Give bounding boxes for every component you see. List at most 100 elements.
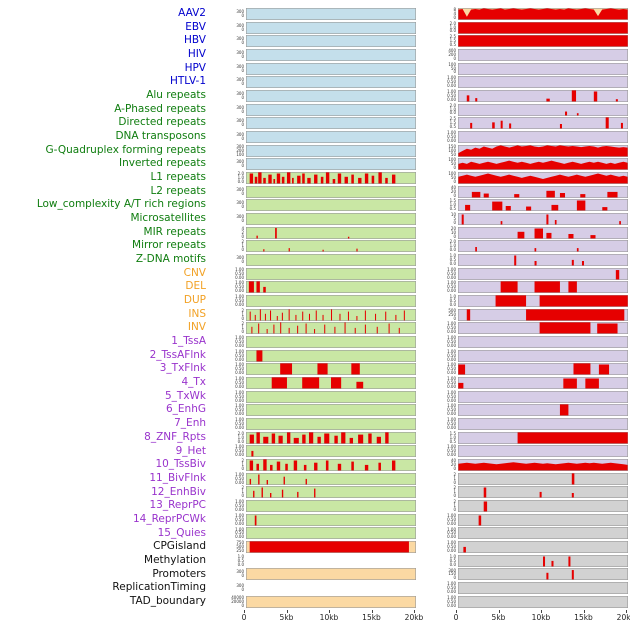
track-label: INV	[187, 321, 206, 334]
y-tick-label: 0.50	[447, 133, 456, 139]
y-tick-label: 0.50	[447, 407, 456, 413]
y-ticks-left-4: 300 0	[208, 64, 246, 73]
y-tick-label: 0	[241, 190, 244, 196]
track-row-2_TssAFlnk: 2_TssAFlnk 1.00 0.50 0.00 1.00 0.50 0.00	[0, 349, 630, 363]
y-tick-label: 2	[241, 458, 244, 464]
y-tick-label: 300	[236, 569, 244, 575]
y-ticks-right-17: 2.0 1.0 0.0	[416, 240, 458, 252]
y-ticks-right-32: 1.00 0.50 0.00	[416, 445, 458, 457]
y-tick-label: 2	[241, 307, 244, 313]
track-row-5_TxWk: 5_TxWk 1.00 0.50 0.00 1.00 0.50 0.00	[0, 390, 630, 404]
track-panel-left-36	[246, 500, 416, 513]
y-tick-label: 0.0	[449, 301, 456, 307]
track-label: DEL	[185, 280, 206, 293]
y-ticks-right-9: 1.00 0.50 0.00	[416, 131, 458, 143]
y-tick-label: 1.0	[449, 202, 456, 208]
y-tick-label: 300	[236, 131, 244, 137]
y-tick-label: 0.00	[447, 96, 456, 102]
y-tick-label: 0.50	[447, 421, 456, 427]
y-tick-label: 0.50	[235, 421, 244, 427]
track-label: HIV	[187, 48, 206, 61]
y-tick-label: 0	[241, 217, 244, 223]
track-panel-right-35	[458, 486, 628, 499]
x-tick-mark	[626, 609, 627, 613]
y-tick-label: 500	[448, 307, 456, 313]
x-tick-mark	[244, 609, 245, 613]
track-panel-right-29	[458, 404, 628, 417]
y-tick-label: 0.00	[235, 534, 244, 540]
track-row-DUP: DUP 1.00 0.50 0.00 1.0 0.5 0.0	[0, 294, 630, 308]
track-panel-right-7	[458, 103, 628, 116]
y-tick-label: 0.5	[449, 206, 456, 212]
y-tick-label: 400	[448, 47, 456, 53]
y-ticks-left-21: 1.00 0.50 0.00	[208, 295, 246, 307]
y-tick-label: 0	[453, 69, 456, 75]
track-panel-right-12	[458, 171, 628, 184]
y-ticks-left-13: 300 0	[208, 187, 246, 196]
y-tick-label: 300	[236, 214, 244, 219]
y-ticks-right-43: 1.00 0.50 0.00	[416, 595, 458, 608]
y-tick-label: 40000	[231, 594, 244, 600]
track-panel-left-22	[246, 308, 416, 321]
track-row-11_BivFlnk: 11_BivFlnk 1.00 0.50 0.00 2 1 0	[0, 472, 630, 486]
y-tick-label: 1.00	[235, 294, 244, 300]
y-tick-label: 1	[241, 325, 244, 331]
track-label: HPV	[184, 61, 206, 74]
y-tick-label: 0	[453, 178, 456, 184]
y-tick-label: 0	[453, 493, 456, 499]
y-tick-label: 0.0	[449, 561, 456, 567]
y-ticks-left-24: 1.00 0.50 0.00	[208, 336, 246, 348]
track-label: 6_EnhG	[165, 403, 206, 416]
y-ticks-left-27: 1.00 0.50 0.00	[208, 377, 246, 389]
y-tick-label: 0.50	[235, 339, 244, 344]
track-row-HTLV-1: HTLV-1 300 0 1.00 0.50 0.00	[0, 75, 630, 89]
y-tick-label: 750	[236, 540, 244, 546]
track-panel-right-25	[458, 349, 628, 362]
y-tick-label: 1.5	[449, 38, 456, 44]
y-tick-label: 0	[453, 315, 456, 321]
y-tick-label: 0	[241, 81, 244, 87]
y-tick-label: 0	[241, 40, 244, 46]
y-tick-label: 1.00	[447, 540, 456, 546]
track-row-TAD_boundary: TAD_boundary 40000 20000 0 1.00 0.50 0.00	[0, 595, 630, 609]
track-panel-right-17	[458, 240, 628, 253]
track-panel-left-37	[246, 513, 416, 526]
y-tick-label: 0.50	[447, 352, 456, 358]
y-tick-label: 0.5	[449, 297, 456, 303]
y-tick-label: 2	[241, 485, 244, 491]
y-tick-label: 2	[241, 229, 244, 235]
track-label: L1 repeats	[150, 171, 206, 184]
y-ticks-right-23: 1.00 0.50 0.00	[416, 322, 458, 334]
y-tick-label: 0.00	[235, 424, 244, 430]
y-tick-label: 0.00	[447, 329, 456, 335]
track-row-HPV: HPV 300 0 100 50 0	[0, 62, 630, 76]
y-tick-label: 0.0	[449, 247, 456, 253]
y-tick-label: 300	[236, 8, 244, 14]
y-ticks-right-7: 2.0 1.0 0.0	[416, 103, 458, 116]
y-tick-label: 40	[450, 184, 456, 190]
y-tick-label: 300	[236, 49, 244, 55]
track-panel-left-25	[246, 349, 416, 362]
y-ticks-left-15: 300 0	[208, 215, 246, 223]
y-ticks-left-25: 1.00 0.50 0.00	[208, 349, 246, 362]
y-tick-label: 0.00	[235, 383, 244, 389]
track-panel-right-19	[458, 267, 628, 280]
y-tick-label: 2.0	[237, 430, 244, 436]
y-tick-label: 0.00	[235, 301, 244, 307]
y-ticks-left-14: 300 0	[208, 201, 246, 209]
track-panel-left-38	[246, 527, 416, 540]
x-tick-label: 15kb	[574, 612, 593, 622]
y-tick-label: 0	[241, 163, 244, 169]
track-row-13_ReprPC: 13_ReprPC 1.00 0.50 0.00 2 1 0	[0, 499, 630, 513]
track-label: Z-DNA motifs	[135, 253, 206, 266]
y-tick-label: 1.00	[235, 417, 244, 423]
track-row-INS: INS 2 1 0 500 250 0	[0, 308, 630, 322]
y-tick-label: 2.0	[237, 171, 244, 177]
x-tick-mark	[456, 609, 457, 613]
track-row-CNV: CNV 1.00 0.50 0.00 1.00 0.50 0.00	[0, 267, 630, 281]
track-row-HIV: HIV 300 0 400 200 0	[0, 48, 630, 62]
track-row-DEL: DEL 1.00 0.50 0.00 1.00 0.50 0.00	[0, 280, 630, 294]
